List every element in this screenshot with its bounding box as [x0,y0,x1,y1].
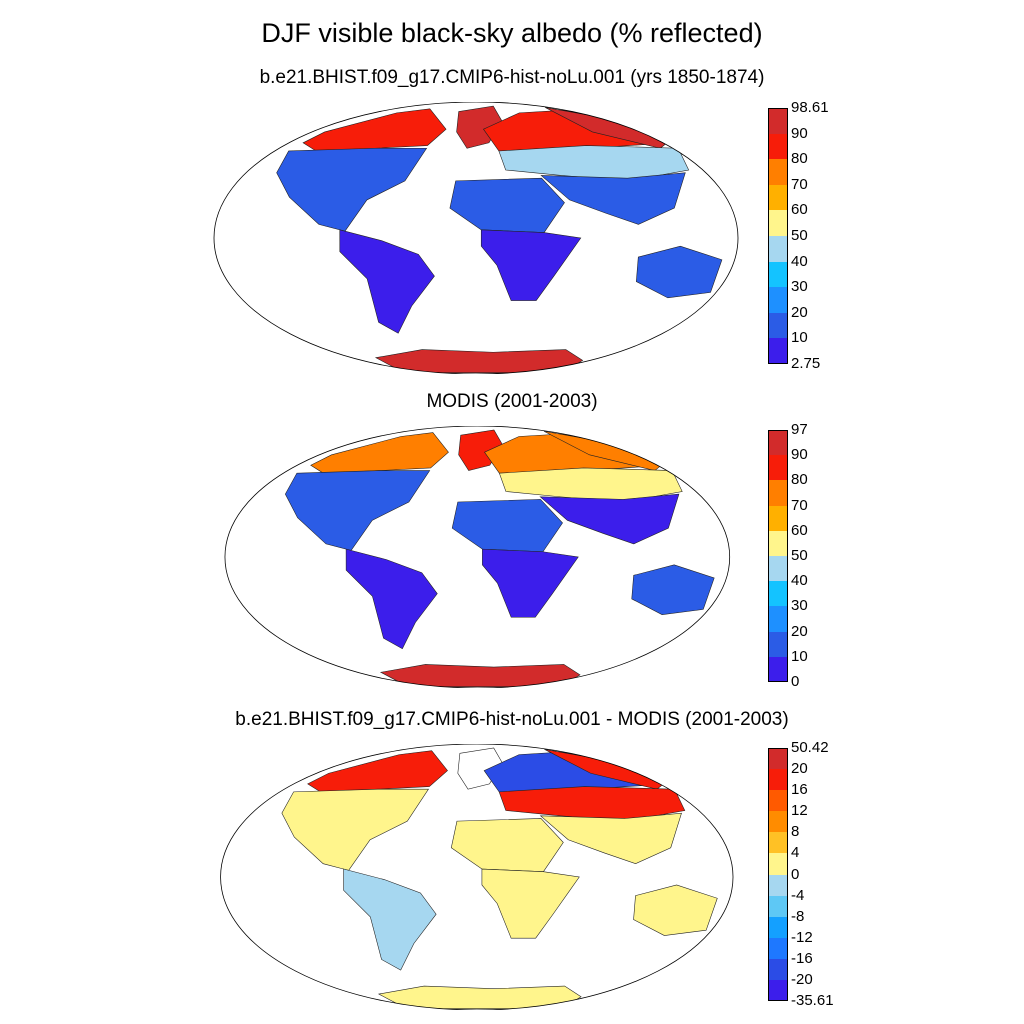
colorbar-label: 20 [791,303,808,321]
map-region-americas-south [343,868,437,971]
map-outline [220,744,734,1010]
colorbar-label: -35.61 [791,992,834,1009]
map-region-australia [631,564,715,615]
colorbar-label: 70 [791,496,808,514]
colorbar-label: 16 [791,781,808,799]
colorbar-label: 0 [791,865,800,883]
colorbar-label: 80 [791,150,808,168]
colorbar-label: 10 [791,647,808,665]
map-region-africa-south [480,229,582,301]
colorbar-label: 80 [791,471,808,489]
map-panel-modis [224,426,731,688]
map-region-arctic-canada [307,750,448,793]
map-outline [224,426,731,688]
map-region-eurasia-south [539,812,682,865]
colorbar-label: 10 [791,329,808,347]
colorbar-label: 0 [791,673,800,690]
colorbar-label: 4 [791,844,800,862]
colorbar-label: -12 [791,928,813,946]
colorbar-label: 50.42 [791,739,829,756]
map-region-australia [635,245,723,299]
map-region-africa-south [481,868,580,939]
map-panel-difference [220,744,734,1010]
map-region-africa-north [451,499,563,553]
colorbar-label: -16 [791,949,813,967]
map-region-americas-north-mid [281,788,430,871]
map-region-eurasia-south [540,172,686,225]
colorbar-label: 70 [791,175,808,193]
map-outline [213,102,739,374]
panel-title-model: b.e21.BHIST.f09_g17.CMIP6-hist-noLu.001 … [259,67,765,88]
colorbar-label: 40 [791,572,808,590]
map-region-americas-north-mid [284,470,431,551]
figure-title: DJF visible black-sky albedo (% reflecte… [261,18,763,48]
map-region-africa-north [450,818,564,872]
map-region-americas-north-mid [276,147,428,232]
colorbar-label: 30 [791,278,808,296]
colorbar-label: 60 [791,201,808,219]
colorbar-label: 50 [791,227,808,244]
colorbar-label: 12 [791,802,808,820]
map-region-americas-south [345,548,438,650]
map-region-arctic-canada [310,432,449,474]
map-region-americas-south [339,229,435,334]
colorbar-label: 50 [791,547,808,564]
panel-title-difference: b.e21.BHIST.f09_g17.CMIP6-hist-noLu.001 … [235,709,789,730]
panel-title-modis: MODIS (2001-2003) [426,391,598,412]
colorbar-label: 60 [791,521,808,539]
map-panel-model [213,102,739,374]
colorbar-label: 8 [791,823,800,841]
colorbar-label: 97 [791,421,808,438]
colorbar-label: 20 [791,760,808,778]
colorbar-frame [768,748,788,1001]
map-region-arctic-canada [302,108,447,152]
map-region-africa-south [482,548,579,618]
colorbar-label: -4 [791,886,805,904]
map-region-africa-north [449,177,565,233]
colorbar-label: 2.75 [791,355,821,372]
colorbar-frame [768,108,788,364]
colorbar-label: 20 [791,622,808,640]
colorbar-label: 90 [791,124,808,142]
colorbar-label: 30 [791,597,808,615]
colorbar-frame [768,430,788,682]
colorbar-label: -20 [791,970,813,988]
map-region-australia [633,884,718,936]
colorbar-label: 90 [791,446,808,464]
colorbar-label: 40 [791,252,808,270]
colorbar-label: 98.61 [791,99,829,116]
map-region-eurasia-south [539,493,680,545]
colorbar-label: -8 [791,907,805,925]
